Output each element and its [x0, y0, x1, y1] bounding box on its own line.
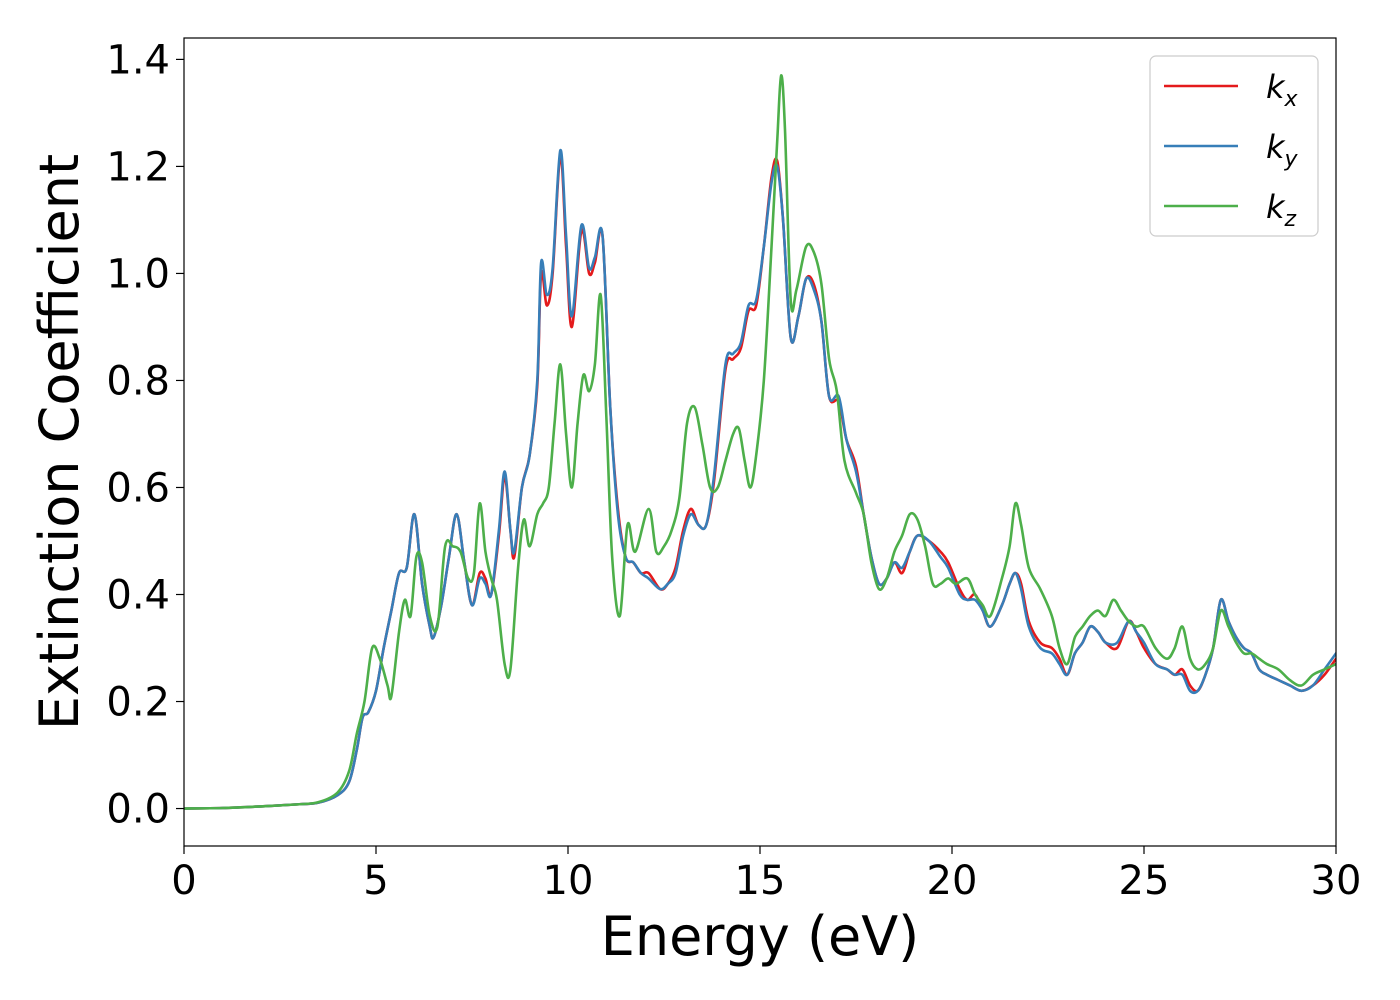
x-tick-label: 0 [171, 858, 196, 904]
y-tick-label: 1.2 [106, 144, 170, 190]
series-layer [184, 74, 1336, 810]
x-tick-label: 10 [543, 858, 594, 904]
x-tick-label: 30 [1311, 858, 1362, 904]
y-tick-label: 0.4 [106, 573, 170, 619]
x-tick-label: 5 [363, 858, 388, 904]
x-tick-label: 25 [1119, 858, 1170, 904]
y-tick-label: 0.6 [106, 465, 170, 511]
y-axis-label: Extinction Coefficient [28, 154, 91, 730]
y-tick-label: 0.8 [106, 358, 170, 404]
x-tick-label: 15 [735, 858, 786, 904]
y-tick-label: 1.4 [106, 37, 170, 83]
x-tick-label: 20 [927, 858, 978, 904]
x-axis-ticks: 0 5 10 15 20 25 30 [171, 846, 1361, 904]
x-axis-label: Energy (eV) [601, 905, 920, 968]
y-tick-label: 1.0 [106, 251, 170, 297]
y-tick-label: 0.2 [106, 680, 170, 726]
series-line-k-z [184, 74, 1336, 810]
y-tick-label: 0.0 [106, 787, 170, 833]
y-axis-ticks: 0.0 0.2 0.4 0.6 0.8 1.0 1.2 1.4 [106, 37, 184, 833]
legend-label-k-y: ky [1266, 128, 1299, 172]
plot-area [184, 38, 1336, 846]
